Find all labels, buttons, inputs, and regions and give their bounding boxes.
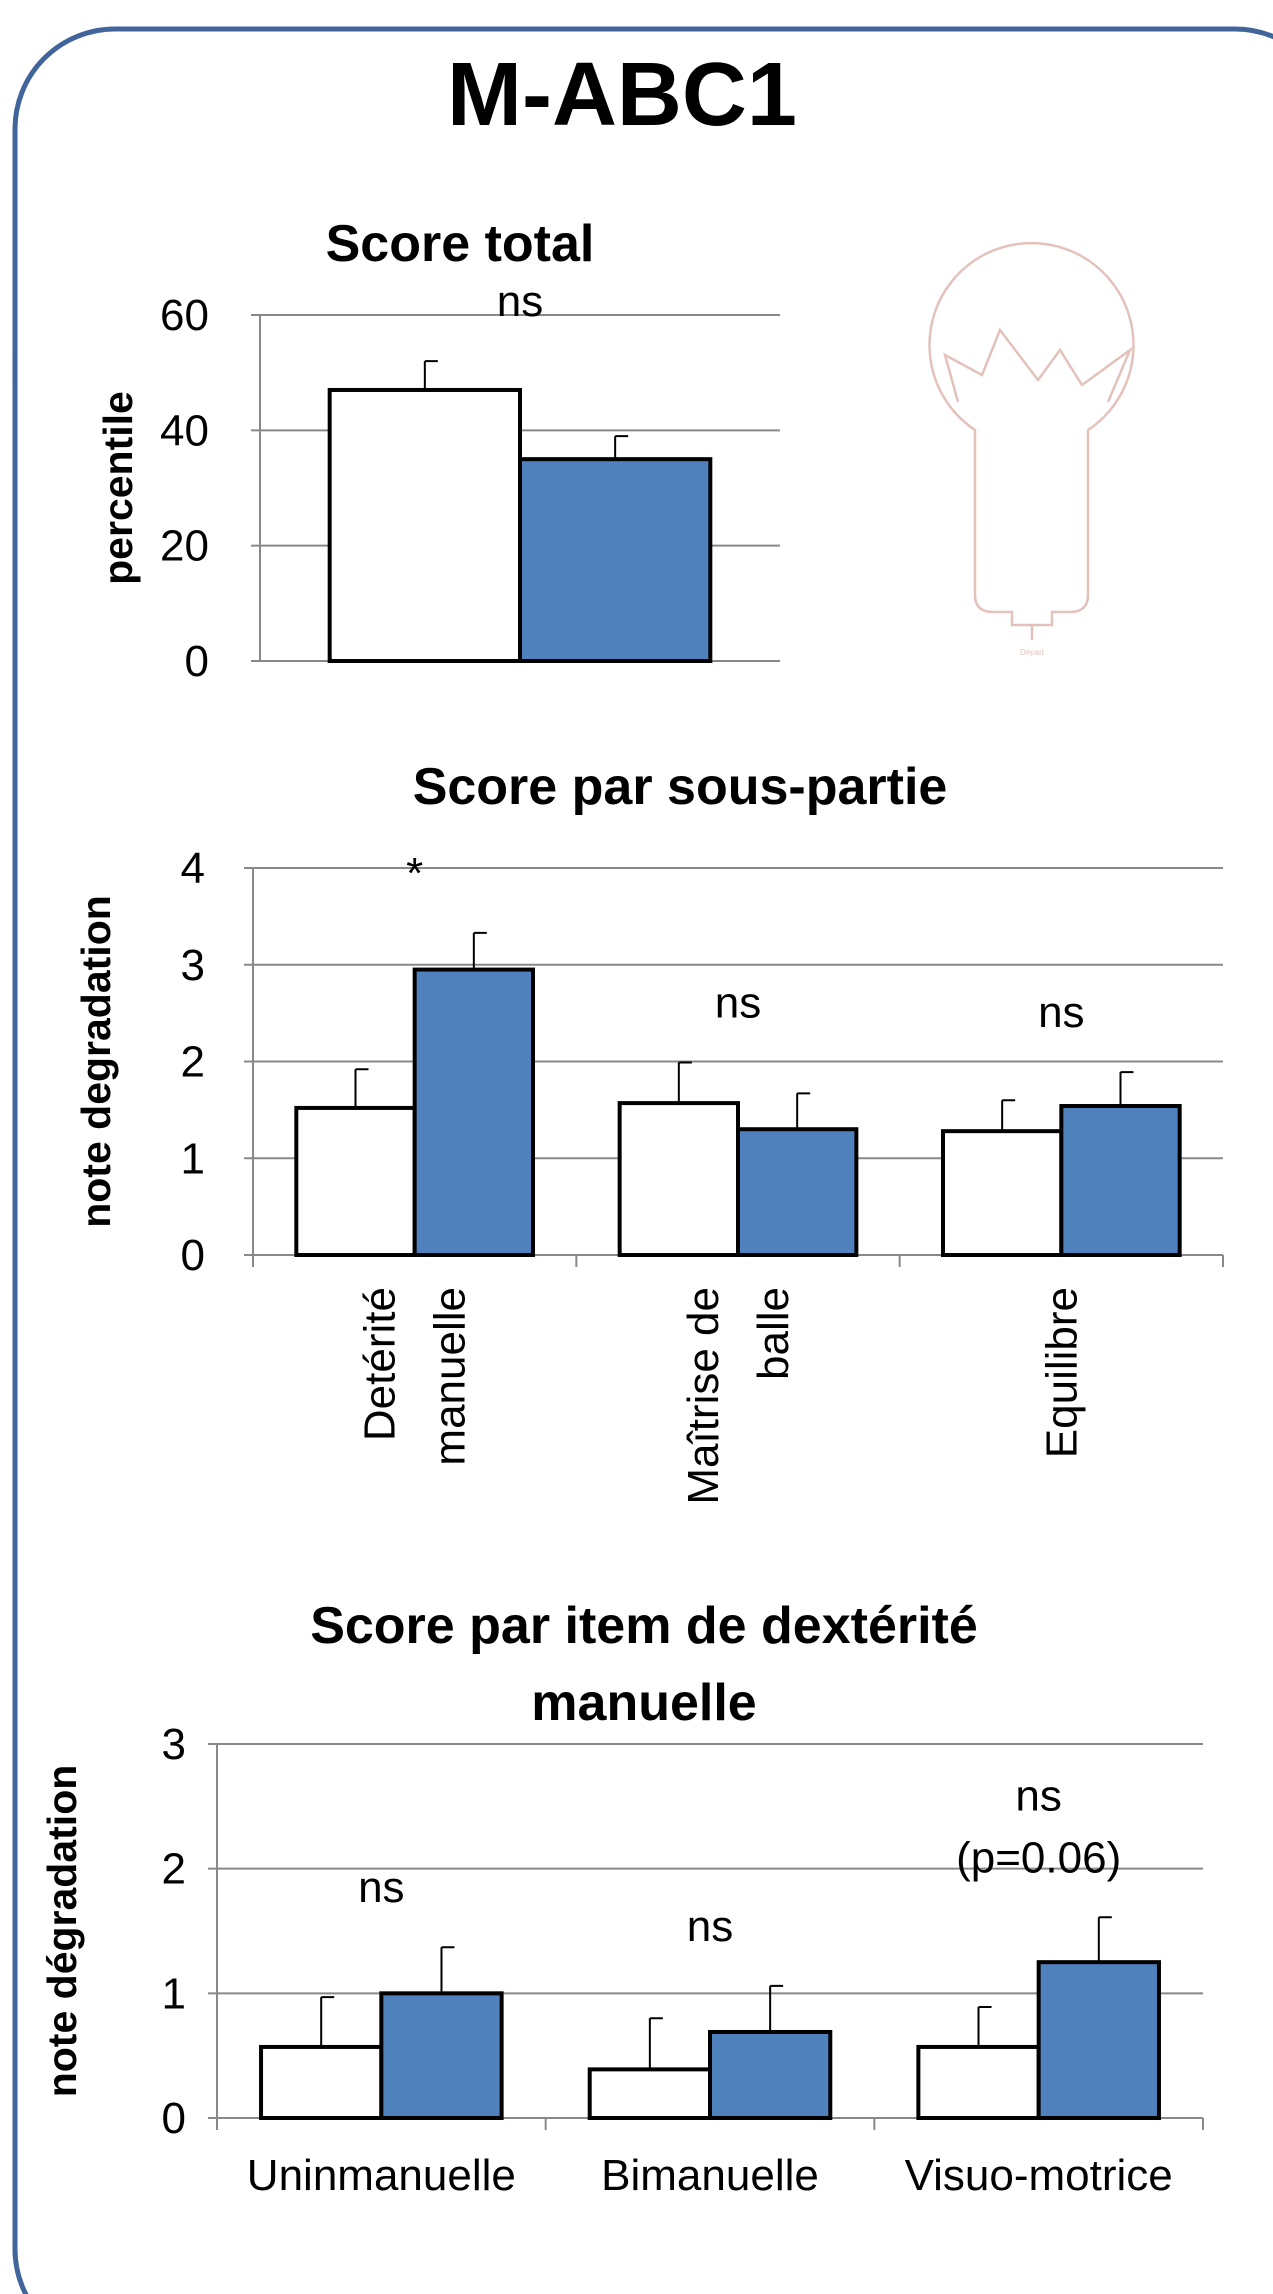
bar [590, 2069, 710, 2118]
y-tick-label: 0 [181, 1231, 205, 1280]
figure-label: Départ [1020, 648, 1045, 657]
x-tick-label: Detérité [356, 1287, 405, 1441]
error-bar [797, 1093, 810, 1129]
error-bar [650, 2018, 663, 2069]
error-bar [441, 1947, 454, 1993]
y-tick-label: 40 [160, 406, 209, 455]
significance-label: (p=0.06) [956, 1833, 1121, 1882]
error-bar [1002, 1100, 1015, 1131]
apple-drawing [930, 243, 1134, 640]
x-tick-label: Bimanuelle [601, 2151, 819, 2200]
y-axis-label: percentile [95, 391, 141, 585]
significance-label: ns [358, 1863, 404, 1912]
significance-label: ns [715, 978, 761, 1027]
bar [710, 2032, 830, 2118]
x-tick-label: Uninmanuelle [247, 2151, 516, 2200]
x-tick-label: balle [749, 1287, 798, 1380]
y-tick-label: 60 [160, 291, 209, 340]
chart-title: Score par item de dextérité manuelle [234, 1588, 1054, 1742]
chart-title: Score total [200, 206, 720, 283]
y-tick-label: 0 [185, 637, 209, 686]
x-tick-label: Maîtrise de [679, 1287, 728, 1505]
error-bar [355, 1069, 368, 1108]
x-tick-label: manuelle [426, 1287, 475, 1466]
y-tick-label: 2 [181, 1038, 205, 1087]
y-tick-label: 0 [162, 2094, 186, 2143]
bar [330, 390, 520, 661]
poster-panel: M-ABC1 Départ 0204060percentilens01234no… [0, 0, 1273, 2294]
y-tick-label: 1 [181, 1134, 205, 1183]
x-tick-label: Visuo-motrice [905, 2151, 1173, 2200]
significance-label: ns [1038, 988, 1084, 1037]
error-bar [1121, 1072, 1134, 1106]
chart-title: Score par sous-partie [280, 749, 1080, 826]
y-tick-label: 4 [181, 844, 205, 893]
bar [520, 459, 710, 661]
x-tick-label: Equilibre [1037, 1287, 1086, 1458]
error-bar [1099, 1917, 1112, 1962]
significance-label: ns [497, 277, 543, 326]
error-bar [979, 2007, 992, 2047]
significance-label: * [406, 849, 423, 898]
bar [918, 2047, 1038, 2118]
error-bar [615, 436, 628, 459]
bar [415, 970, 533, 1255]
y-tick-label: 3 [162, 1720, 186, 1769]
y-tick-label: 20 [160, 522, 209, 571]
bar [1061, 1106, 1179, 1255]
significance-label: ns [687, 1902, 733, 1951]
error-bar [679, 1062, 692, 1103]
bar [943, 1131, 1061, 1255]
y-tick-label: 1 [162, 1969, 186, 2018]
panel-title: M-ABC1 [447, 45, 797, 145]
error-bar [425, 361, 438, 390]
bar [296, 1108, 414, 1255]
bar [620, 1103, 738, 1255]
y-tick-label: 3 [181, 941, 205, 990]
error-bar [321, 1997, 334, 2047]
bar [1039, 1962, 1159, 2118]
y-tick-label: 2 [162, 1845, 186, 1894]
bar [738, 1129, 856, 1255]
significance-label: ns [1015, 1771, 1061, 1820]
bar [381, 1993, 501, 2118]
bar [261, 2047, 381, 2118]
y-axis-label: note degradation [73, 895, 119, 1228]
y-axis-label: note dégradation [39, 1765, 85, 2098]
page: M-ABC1 Départ 0204060percentilens01234no… [0, 0, 1273, 2294]
